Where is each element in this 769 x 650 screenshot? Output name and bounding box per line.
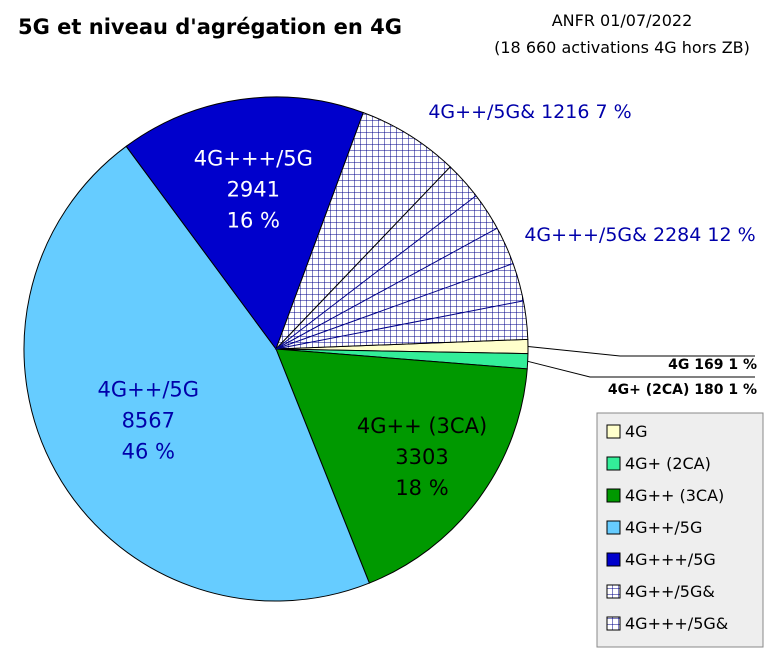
slice-label-4g-3ca: 3303 <box>395 445 448 469</box>
slice-label-4g: 4G 169 1 % <box>668 357 757 373</box>
legend-box <box>596 412 764 648</box>
pie-slice-4g-5g <box>274 166 529 350</box>
legend-entry-4g-2ca: 4G+ (2CA) <box>625 454 711 473</box>
slice-label-4g-3ca: 18 % <box>395 476 448 500</box>
slice-label-4g-5g: 8567 <box>122 408 175 432</box>
legend-swatch-4g <box>606 424 621 439</box>
pie-slice-4g-3ca <box>275 348 528 584</box>
slice-label-4g-2ca: 4G+ (2CA) 180 1 % <box>608 382 757 398</box>
pie-slice-4g-5g <box>23 145 370 602</box>
slice-hatch-line <box>275 195 477 350</box>
slice-labels: 4G 169 1 % 4G+ (2CA) 180 1 % 4G++ (3CA) 330… <box>98 101 757 500</box>
slice-label-4g-5g: 4G+++/5G <box>194 147 313 171</box>
slice-label-4g-5g: 4G+++/5G& 2284 12 % <box>524 224 755 246</box>
legend-swatch-4g-5g <box>606 616 621 631</box>
chart-title: 5G et niveau d'agrégation en 4G <box>18 15 402 39</box>
slice-hatch-line <box>275 263 514 350</box>
slice-label-4g-5g: 16 % <box>227 209 280 233</box>
pie-slices <box>23 96 529 602</box>
legend-entry-4g-5g: 4G+++/5G& <box>625 614 728 633</box>
legend-entry-4g-5g: 4G++/5G <box>625 518 702 537</box>
legend-swatch-4g-3ca <box>606 488 621 503</box>
legend-entry-4g-5g: 4G+++/5G <box>625 550 716 569</box>
slice-label-4g-5g: 46 % <box>122 439 175 463</box>
legend-entry-4g-3ca: 4G++ (3CA) <box>625 486 724 505</box>
slice-hatch-line <box>275 227 498 350</box>
chart-source-line1: ANFR 01/07/2022 <box>552 11 693 30</box>
legend-swatch-4g-5g <box>606 552 621 567</box>
leader-line-4g-2ca <box>527 360 755 378</box>
legend: 4G 4G+ (2CA) 4G++ (3CA) 4G++/5G 4G+++/5G 4G++… <box>596 412 764 648</box>
slice-label-4g-5g: 2941 <box>227 178 280 202</box>
leader-line-4g <box>527 346 755 357</box>
slice-label-4g-5g: 4G++/5G <box>98 377 200 401</box>
slice-hatch-line <box>275 300 524 350</box>
legend-entry-4g-5g: 4G++/5G& <box>625 582 715 601</box>
slice-label-4g-3ca: 4G++ (3CA) <box>357 414 487 438</box>
chart-source-line2: (18 660 activations 4G hors ZB) <box>494 38 750 57</box>
pie-slice-4g-5g <box>125 96 364 351</box>
legend-swatch-4g-2ca <box>606 456 621 471</box>
legend-swatch-4g-5g <box>606 520 621 535</box>
legend-swatch-4g-5g <box>606 584 621 599</box>
legend-entry-4g: 4G <box>625 422 648 441</box>
slice-label-4g-5g: 4G++/5G& 1216 7 % <box>428 101 631 123</box>
